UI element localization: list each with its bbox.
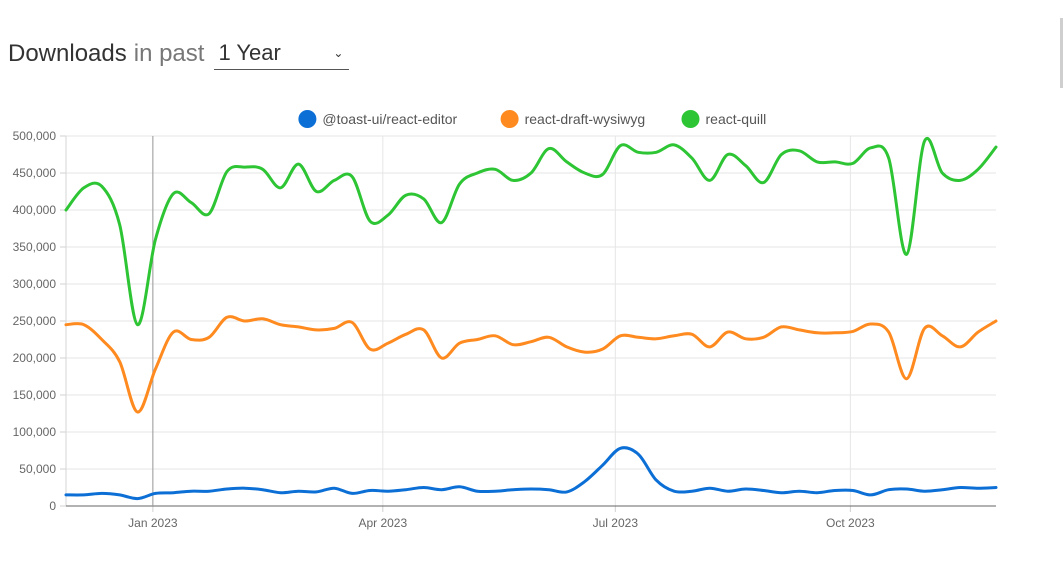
series-line-1: [64, 315, 998, 414]
page-subtitle: in past: [133, 40, 205, 67]
series-line-0: [64, 446, 998, 501]
period-value: 1 Year: [218, 40, 281, 65]
y-tick-label: 100,000: [13, 425, 57, 439]
y-tick-label: 300,000: [13, 277, 57, 291]
y-tick-label: 400,000: [13, 203, 57, 217]
legend-marker: [298, 110, 317, 128]
y-tick-label: 500,000: [13, 129, 57, 143]
x-tick-label: Apr 2023: [358, 516, 407, 530]
chevron-down-icon: ⌄: [333, 46, 344, 60]
x-tick-label: Jan 2023: [128, 516, 178, 530]
x-tick-label: Oct 2023: [826, 516, 875, 530]
page-title: Downloads: [8, 40, 127, 67]
legend-label: react-draft-wysiwyg: [525, 111, 646, 127]
legend-label: react-quill: [706, 111, 767, 127]
y-tick-label: 250,000: [13, 314, 57, 328]
scrollbar[interactable]: [1060, 18, 1063, 88]
y-tick-label: 200,000: [13, 351, 57, 365]
legend-label: @toast-ui/react-editor: [322, 111, 457, 127]
y-tick-label: 450,000: [13, 166, 57, 180]
downloads-header: Downloads in past 1 Year ⌄: [8, 34, 350, 70]
y-tick-label: 350,000: [13, 240, 57, 254]
y-tick-label: 0: [49, 499, 56, 513]
legend-marker: [500, 110, 519, 128]
x-tick-label: Jul 2023: [593, 516, 639, 530]
legend-marker: [681, 110, 700, 128]
y-tick-label: 50,000: [19, 462, 56, 476]
y-tick-label: 150,000: [13, 388, 57, 402]
period-dropdown[interactable]: 1 Year ⌄: [214, 37, 350, 70]
series-line-2: [64, 136, 998, 327]
